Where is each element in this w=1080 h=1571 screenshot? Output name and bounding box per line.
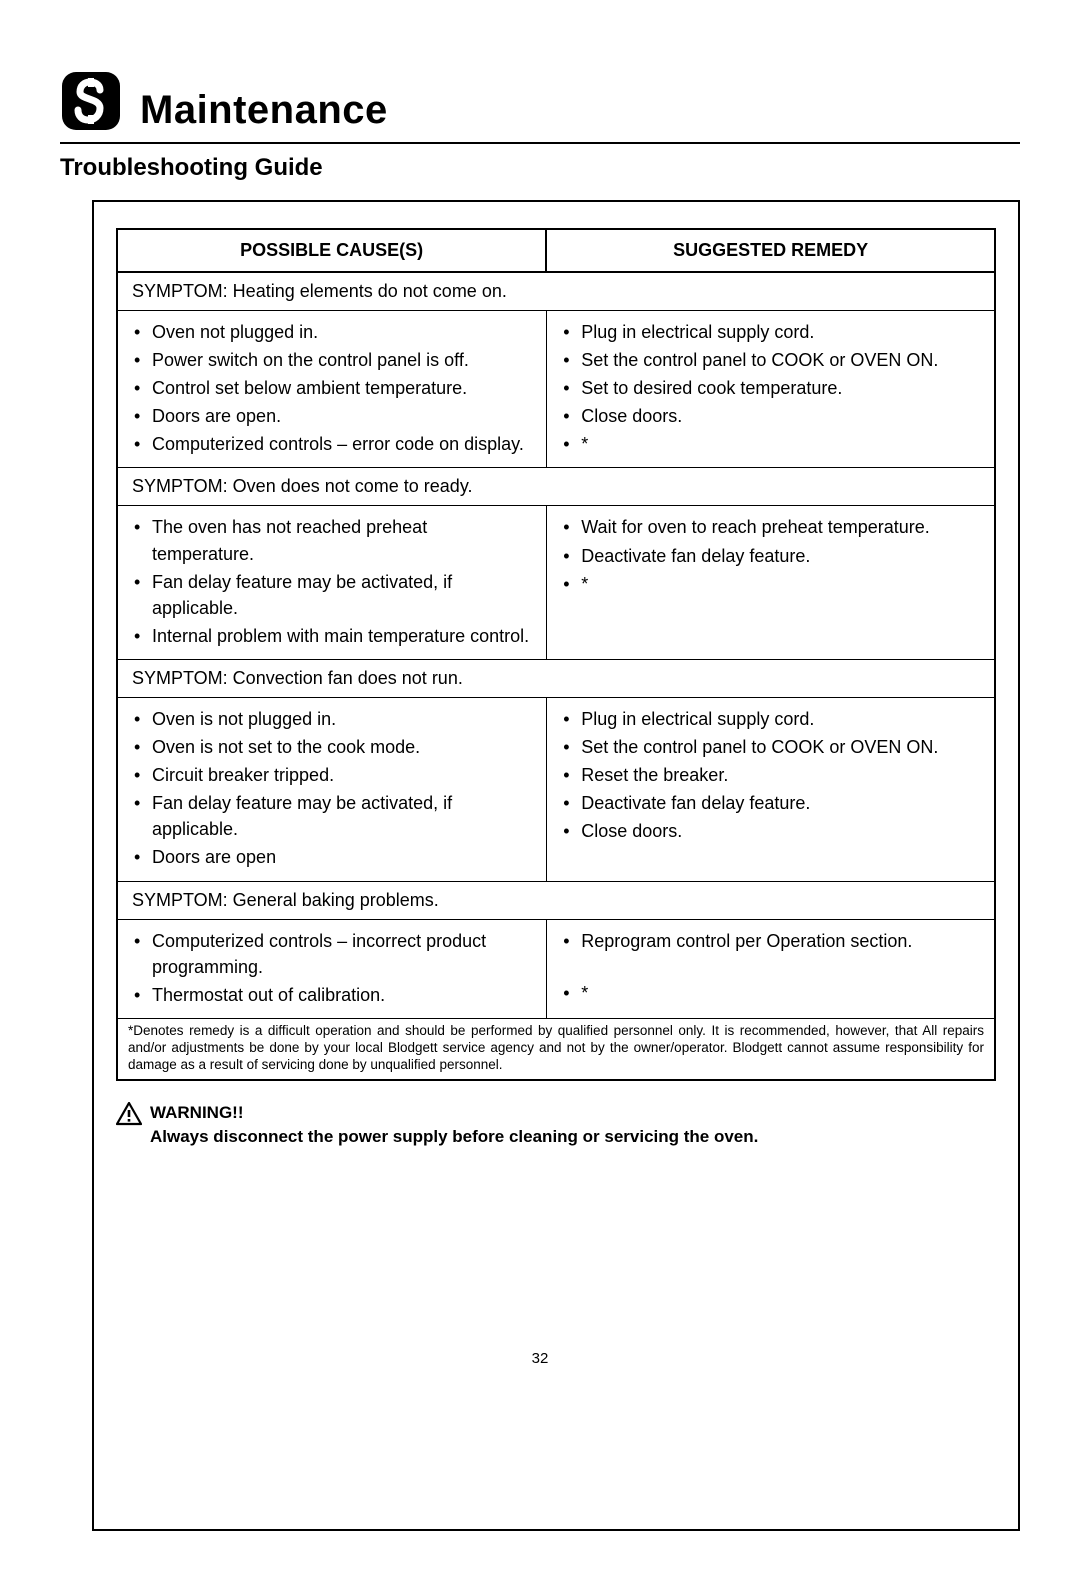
list-item: Doors are open. (132, 403, 532, 429)
causes-cell: Computerized controls – incorrect produc… (118, 920, 547, 1018)
page: Maintenance Troubleshooting Guide POSSIB… (0, 0, 1080, 1571)
remedies-cell: Reprogram control per Operation section.… (547, 920, 994, 1018)
list-item: Oven is not plugged in. (132, 706, 532, 732)
list-item: Reset the breaker. (561, 762, 980, 788)
header-causes: POSSIBLE CAUSE(S) (118, 230, 547, 271)
troubleshooting-table: POSSIBLE CAUSE(S) SUGGESTED REMEDY SYMPT… (116, 228, 996, 1081)
list-item: Computerized controls – incorrect produc… (132, 928, 532, 980)
causes-cell: Oven not plugged in. Power switch on the… (118, 311, 547, 467)
causes-cell: Oven is not plugged in. Oven is not set … (118, 698, 547, 881)
list-item: * (561, 571, 980, 597)
warning-block: WARNING!! Always disconnect the power su… (116, 1101, 996, 1149)
list-item: Deactivate fan delay feature. (561, 790, 980, 816)
warning-text: WARNING!! Always disconnect the power su… (150, 1101, 758, 1149)
maintenance-icon (60, 70, 122, 132)
remedies-cell: Plug in electrical supply cord. Set the … (547, 698, 994, 881)
list-item: Power switch on the control panel is off… (132, 347, 532, 373)
title-divider (60, 142, 1020, 144)
symptom-row: SYMPTOM: Convection fan does not run. (118, 659, 994, 698)
list-item: * (561, 980, 980, 1006)
list-item: Oven is not set to the cook mode. (132, 734, 532, 760)
footnote: *Denotes remedy is a difficult operation… (118, 1018, 994, 1080)
list-item: Plug in electrical supply cord. (561, 319, 980, 345)
remedies-cell: Wait for oven to reach preheat temperatu… (547, 506, 994, 658)
list-item: The oven has not reached preheat tempera… (132, 514, 532, 566)
page-number: 32 (0, 1350, 1080, 1367)
list-item: Fan delay feature may be activated, if a… (132, 790, 532, 842)
list-item: Plug in electrical supply cord. (561, 706, 980, 732)
list-item: Fan delay feature may be activated, if a… (132, 569, 532, 621)
list-item: Close doors. (561, 403, 980, 429)
table-header-row: POSSIBLE CAUSE(S) SUGGESTED REMEDY (118, 230, 994, 273)
section-subtitle: Troubleshooting Guide (60, 154, 1020, 182)
list-item: Set the control panel to COOK or OVEN ON… (561, 734, 980, 760)
list-item: Set to desired cook temperature. (561, 375, 980, 401)
header-row: Maintenance (60, 70, 1020, 132)
list-item: Deactivate fan delay feature. (561, 543, 980, 569)
list-item: Wait for oven to reach preheat temperatu… (561, 514, 980, 540)
symptom-row: SYMPTOM: General baking problems. (118, 881, 994, 920)
warning-body: Always disconnect the power supply befor… (150, 1127, 758, 1146)
warning-label: WARNING!! (150, 1103, 243, 1122)
list-item: Circuit breaker tripped. (132, 762, 532, 788)
causes-cell: The oven has not reached preheat tempera… (118, 506, 547, 658)
list-item: Doors are open (132, 844, 532, 870)
list-item: Internal problem with main temperature c… (132, 623, 532, 649)
list-item: Reprogram control per Operation section. (561, 928, 980, 954)
table-row: Oven not plugged in. Power switch on the… (118, 311, 994, 467)
content-frame: POSSIBLE CAUSE(S) SUGGESTED REMEDY SYMPT… (92, 200, 1020, 1531)
list-item: Close doors. (561, 818, 980, 844)
list-item: Thermostat out of calibration. (132, 982, 532, 1008)
symptom-row: SYMPTOM: Heating elements do not come on… (118, 273, 994, 311)
list-item: Set the control panel to COOK or OVEN ON… (561, 347, 980, 373)
table-row: Oven is not plugged in. Oven is not set … (118, 698, 994, 881)
warning-icon (116, 1102, 142, 1126)
table-row: Computerized controls – incorrect produc… (118, 920, 994, 1018)
symptom-row: SYMPTOM: Oven does not come to ready. (118, 467, 994, 506)
header-remedy: SUGGESTED REMEDY (547, 230, 994, 271)
list-item: Oven not plugged in. (132, 319, 532, 345)
table-row: The oven has not reached preheat tempera… (118, 506, 994, 658)
list-item: Control set below ambient temperature. (132, 375, 532, 401)
page-title: Maintenance (140, 90, 388, 132)
list-item: Computerized controls – error code on di… (132, 431, 532, 457)
list-item: * (561, 431, 980, 457)
remedies-cell: Plug in electrical supply cord. Set the … (547, 311, 994, 467)
